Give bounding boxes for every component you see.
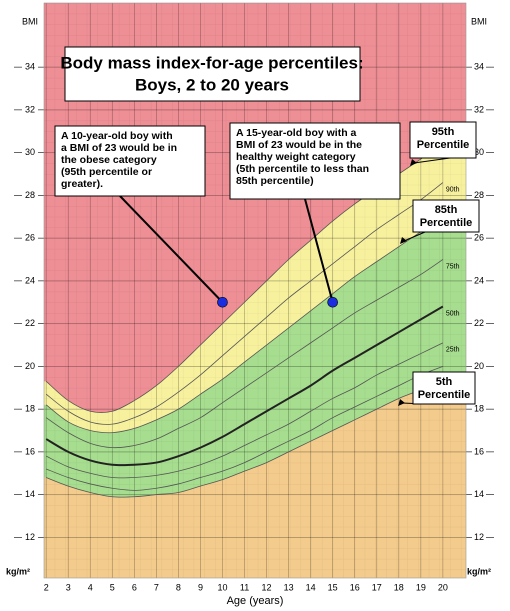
y-tick-label: 14 <box>474 489 484 499</box>
x-tick-label: 13 <box>284 582 294 592</box>
x-tick-label: 5 <box>110 582 115 592</box>
callout-arrow <box>413 157 451 164</box>
callout-arrow <box>403 231 426 242</box>
y-tick-label: 34 <box>474 62 484 72</box>
x-tick-label: 12 <box>262 582 272 592</box>
callout-text: the obese category <box>61 154 157 166</box>
y-tick-label: 32 <box>474 104 484 114</box>
percentile-line <box>45 259 444 449</box>
y-tick-label: 22 <box>474 318 484 328</box>
x-axis-label: Age (years) <box>227 595 284 607</box>
callout-text: 85th <box>435 204 458 216</box>
x-tick-label: 11 <box>240 582 249 592</box>
callout-text: Percentile <box>417 139 470 151</box>
callout-pointer <box>304 198 334 303</box>
y-tick-label: 16 <box>474 446 484 456</box>
series-label: 25th <box>446 347 460 354</box>
y-tick-label: 30 <box>474 147 484 157</box>
callout-text: 5th <box>436 376 453 388</box>
x-tick-label: 4 <box>88 582 93 592</box>
callout-text: A 10-year-old boy with <box>61 130 173 142</box>
x-tick-label: 9 <box>198 582 203 592</box>
y-tick-label: 32 <box>25 104 35 114</box>
callout-text: 85th percentile) <box>236 175 314 187</box>
callout-box <box>412 371 476 405</box>
callout-text: A 15-year-old boy with a <box>236 127 357 139</box>
x-tick-label: 19 <box>416 582 426 592</box>
percentile-line <box>46 366 444 491</box>
data-point <box>217 296 228 308</box>
x-tick-label: 20 <box>438 582 448 592</box>
y-tick-label: 26 <box>25 233 35 243</box>
chart-subtitle: Boys, 2 to 20 years <box>135 75 289 94</box>
y-unit-label: kg/m² <box>467 566 491 576</box>
y-tick-label: 12 <box>474 532 484 542</box>
callout-text: Percentile <box>420 217 473 229</box>
y-tick-label: 24 <box>474 275 484 285</box>
callout-box <box>54 125 206 197</box>
data-point <box>327 296 338 308</box>
callout-text: (5th percentile to less than <box>236 163 369 175</box>
chart-title: Body mass index-for-age percentiles: <box>60 53 363 72</box>
percentile-line <box>45 305 444 467</box>
x-tick-label: 7 <box>154 582 159 592</box>
callout-text: Percentile <box>418 389 471 401</box>
callout-box <box>229 122 401 200</box>
arrow-head <box>400 237 407 244</box>
x-tick-label: 3 <box>66 582 71 592</box>
x-tick-label: 14 <box>306 582 316 592</box>
x-tick-label: 18 <box>394 582 404 592</box>
y-unit-label: BMI <box>22 16 38 26</box>
title-box <box>64 46 361 102</box>
percentile-line <box>46 342 444 479</box>
callout-text: greater). <box>61 178 103 190</box>
callout-text: a BMI of 23 would be in <box>61 142 177 154</box>
y-tick-label: 18 <box>25 404 35 414</box>
callout-text: (95th percentile or <box>61 166 152 178</box>
percentile-line <box>45 216 444 434</box>
x-tick-label: 16 <box>350 582 360 592</box>
y-tick-label: 16 <box>25 446 35 456</box>
callout-pointer <box>119 195 224 303</box>
x-tick-label: 15 <box>328 582 338 592</box>
plot-frame <box>43 2 467 579</box>
y-tick-label: 34 <box>25 62 35 72</box>
y-tick-label: 12 <box>25 532 35 542</box>
y-tick-label: 30 <box>25 147 35 157</box>
arrow-head <box>410 159 417 166</box>
y-tick-label: 14 <box>25 489 35 499</box>
series-label: 50th <box>446 310 460 317</box>
arrow-head <box>398 399 405 406</box>
y-unit-label: BMI <box>471 16 487 26</box>
x-tick-label: 2 <box>44 582 49 592</box>
y-tick-label: 26 <box>474 233 484 243</box>
series-label: 90th <box>446 186 460 193</box>
x-tick-label: 17 <box>372 582 382 592</box>
y-tick-label: 18 <box>474 404 484 414</box>
y-tick-label: 20 <box>25 361 35 371</box>
series-label: 75th <box>446 263 460 270</box>
x-tick-label: 10 <box>217 582 227 592</box>
callout-text: BMI of 23 would be in the <box>236 139 362 151</box>
y-tick-label: 20 <box>474 361 484 371</box>
callout-box <box>409 121 477 159</box>
callout-text: 95th <box>432 126 455 138</box>
callout-box <box>412 199 480 233</box>
x-tick-label: 6 <box>132 582 137 592</box>
y-tick-label: 24 <box>25 275 35 285</box>
y-tick-label: 28 <box>474 190 484 200</box>
callout-text: healthy weight category <box>236 151 356 163</box>
percentile-line <box>46 380 444 498</box>
y-unit-label: kg/m² <box>6 566 30 576</box>
y-tick-label: 28 <box>25 190 35 200</box>
y-tick-label: 22 <box>25 318 35 328</box>
x-tick-label: 8 <box>176 582 181 592</box>
percentile-line <box>45 182 444 425</box>
